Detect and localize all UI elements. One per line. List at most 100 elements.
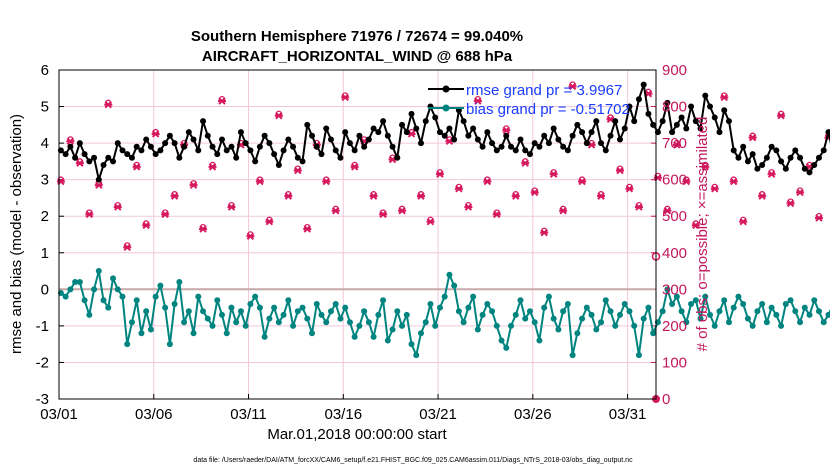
y-right-tick-label: 200 [662,318,687,335]
bias-point [626,308,633,315]
rmse-point [280,147,287,154]
rmse-point [749,151,756,158]
bias-point [659,308,666,315]
rmse-point [105,154,112,161]
rmse-point [555,136,562,143]
rmse-point [740,143,747,150]
rmse-point [598,140,605,147]
bias-point [721,297,728,304]
rmse-point [531,140,538,147]
bias-point [304,315,311,322]
rmse-point [673,121,680,128]
bias-point [460,319,467,326]
bias-point [76,279,83,286]
bias-point [470,293,477,300]
rmse-point [332,147,339,154]
bias-point [266,315,273,322]
obs-assimilated-point [530,188,539,197]
bias-point [673,293,680,300]
rmse-point [128,154,135,161]
bias-point [290,322,297,329]
rmse-point [498,143,505,150]
obs-count-markers [56,81,830,403]
y-tick-labels: -3 -2 -1 0 1 2 3 4 5 6 [36,62,49,408]
rmse-point [782,165,789,172]
obs-assimilated-point [142,221,151,230]
bias-point [176,279,183,286]
obs-assimilated-point [559,207,568,215]
legend-rmse-label: rmse grand pr = 3.9967 [466,82,622,99]
rmse-point [233,154,240,161]
rmse-point [323,125,330,132]
rmse-point [81,151,88,158]
rmse-point [285,136,292,143]
obs-assimilated-point [454,185,463,193]
bias-point [773,311,780,318]
rmse-point [569,132,576,139]
y-tick-label: -1 [36,318,49,335]
rmse-point [702,92,709,99]
bias-point [697,315,704,322]
rmse-point [195,147,202,154]
rmse-point [545,140,552,147]
bias-point [678,308,685,315]
bias-point [607,308,614,315]
rmse-point [342,129,349,136]
obs-assimilated-point [350,163,359,171]
rmse-point [119,147,126,154]
bias-point [801,304,808,311]
obs-assimilated-point [492,210,501,219]
rmse-point [659,118,666,125]
bias-point [228,304,235,311]
rmse-point [820,147,827,154]
bias-point [811,297,818,304]
obs-assimilated-point [786,199,795,208]
bias-point [744,315,751,322]
rmse-point [707,103,714,110]
rmse-point [375,129,382,136]
rmse-point [181,143,188,150]
bias-point [332,300,339,307]
obs-assimilated-point [265,217,274,226]
bias-point [110,275,117,282]
bias-point [95,268,102,275]
bias-point [574,330,581,337]
rmse-point [721,107,728,114]
bias-point [545,293,552,300]
obs-assimilated-point [255,177,264,186]
bias-point [612,322,619,329]
y-tick-label: 1 [41,245,49,262]
rmse-point [242,140,249,147]
obs-assimilated-point [199,225,208,233]
rmse-point [247,147,254,154]
obs-assimilated-point [758,192,767,200]
obs-assimilated-point [227,203,236,211]
bias-point [408,341,415,348]
bias-point [242,322,249,329]
bias-point [522,315,529,322]
rmse-point [503,132,510,139]
rmse-point [697,125,704,132]
rmse-point [299,158,306,165]
bias-point [147,326,154,333]
bias-point [560,308,567,315]
y-tick-label: -3 [36,391,49,408]
obs-assimilated-point [729,177,738,186]
obs-assimilated-point [672,141,681,149]
bias-point [261,333,268,340]
bias-point [465,304,472,311]
obs-assimilated-point [814,214,823,222]
rmse-point [214,151,221,158]
obs-assimilated-point [578,177,587,186]
bias-point [787,297,794,304]
obs-assimilated-point [710,185,719,193]
obs-assimilated-point [426,217,435,226]
obs-assimilated-point [331,207,340,215]
bias-point [730,304,737,311]
bias-point [579,315,586,322]
bias-point [399,322,406,329]
rmse-point [185,129,192,136]
rmse-point [356,132,363,139]
rmse-point [579,129,586,136]
bias-point [271,304,278,311]
